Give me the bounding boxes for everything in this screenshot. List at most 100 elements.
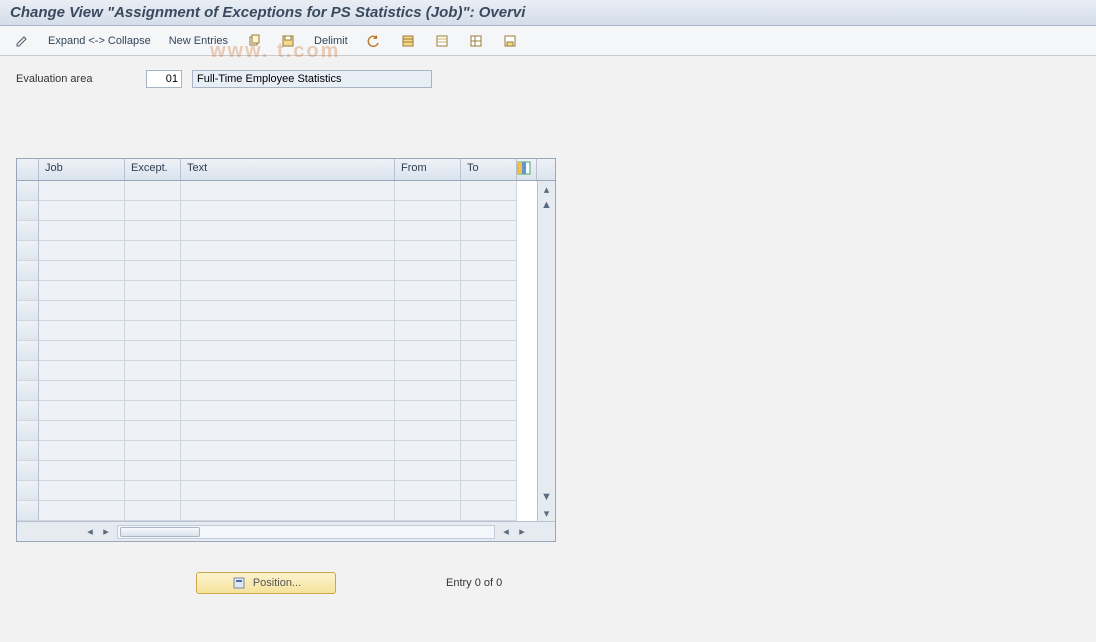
- row-selector[interactable]: [17, 381, 39, 401]
- cell-job[interactable]: [39, 261, 125, 281]
- scroll-down-step-icon[interactable]: ▼: [539, 489, 555, 505]
- cell-except[interactable]: [125, 301, 181, 321]
- cell-except[interactable]: [125, 261, 181, 281]
- table-row[interactable]: [17, 421, 537, 441]
- new-entries-button[interactable]: New Entries: [163, 33, 234, 49]
- row-selector[interactable]: [17, 301, 39, 321]
- row-selector[interactable]: [17, 261, 39, 281]
- cell-text[interactable]: [181, 361, 395, 381]
- cell-from[interactable]: [395, 381, 461, 401]
- table-row[interactable]: [17, 281, 537, 301]
- configure-columns-button[interactable]: [517, 159, 537, 180]
- cell-except[interactable]: [125, 221, 181, 241]
- row-selector[interactable]: [17, 241, 39, 261]
- cell-except[interactable]: [125, 441, 181, 461]
- cell-job[interactable]: [39, 401, 125, 421]
- expand-collapse-button[interactable]: Expand <-> Collapse: [42, 33, 157, 49]
- cell-from[interactable]: [395, 241, 461, 261]
- cell-except[interactable]: [125, 481, 181, 501]
- cell-from[interactable]: [395, 181, 461, 201]
- cell-to[interactable]: [461, 441, 517, 461]
- cell-to[interactable]: [461, 361, 517, 381]
- cell-except[interactable]: [125, 181, 181, 201]
- cell-to[interactable]: [461, 421, 517, 441]
- cell-except[interactable]: [125, 401, 181, 421]
- cell-job[interactable]: [39, 341, 125, 361]
- cell-text[interactable]: [181, 181, 395, 201]
- cell-from[interactable]: [395, 401, 461, 421]
- copy-button[interactable]: [240, 31, 268, 51]
- scroll-right-end-icon[interactable]: ▸: [515, 525, 529, 539]
- vertical-scrollbar[interactable]: ▴ ▲ ▼ ▾: [537, 181, 555, 521]
- cell-to[interactable]: [461, 281, 517, 301]
- cell-except[interactable]: [125, 381, 181, 401]
- cell-text[interactable]: [181, 421, 395, 441]
- row-selector[interactable]: [17, 201, 39, 221]
- cell-except[interactable]: [125, 501, 181, 521]
- position-button[interactable]: Position...: [196, 572, 336, 594]
- cell-text[interactable]: [181, 321, 395, 341]
- cell-text[interactable]: [181, 461, 395, 481]
- cell-to[interactable]: [461, 381, 517, 401]
- scroll-down-icon[interactable]: ▾: [539, 505, 555, 521]
- evaluation-area-code-input[interactable]: [146, 70, 182, 88]
- table-row[interactable]: [17, 401, 537, 421]
- horizontal-scrollbar[interactable]: ◂ ▸ ◂ ▸: [17, 521, 555, 541]
- table-row[interactable]: [17, 501, 537, 521]
- table-row[interactable]: [17, 181, 537, 201]
- cell-from[interactable]: [395, 461, 461, 481]
- cell-text[interactable]: [181, 201, 395, 221]
- table-row[interactable]: [17, 441, 537, 461]
- cell-job[interactable]: [39, 421, 125, 441]
- cell-job[interactable]: [39, 381, 125, 401]
- scroll-left-end-icon[interactable]: ◂: [83, 525, 97, 539]
- row-selector[interactable]: [17, 401, 39, 421]
- cell-to[interactable]: [461, 261, 517, 281]
- table-row[interactable]: [17, 461, 537, 481]
- row-selector[interactable]: [17, 321, 39, 341]
- cell-from[interactable]: [395, 341, 461, 361]
- table-row[interactable]: [17, 321, 537, 341]
- select-all-button[interactable]: [394, 31, 422, 51]
- table-row[interactable]: [17, 481, 537, 501]
- cell-job[interactable]: [39, 321, 125, 341]
- table-row[interactable]: [17, 241, 537, 261]
- cell-job[interactable]: [39, 221, 125, 241]
- cell-job[interactable]: [39, 501, 125, 521]
- cell-job[interactable]: [39, 301, 125, 321]
- cell-from[interactable]: [395, 301, 461, 321]
- table-row[interactable]: [17, 201, 537, 221]
- print-button[interactable]: [496, 31, 524, 51]
- cell-job[interactable]: [39, 241, 125, 261]
- cell-from[interactable]: [395, 221, 461, 241]
- row-selector[interactable]: [17, 461, 39, 481]
- row-selector[interactable]: [17, 221, 39, 241]
- cell-from[interactable]: [395, 201, 461, 221]
- cell-to[interactable]: [461, 181, 517, 201]
- cell-to[interactable]: [461, 241, 517, 261]
- cell-text[interactable]: [181, 261, 395, 281]
- scroll-up-icon[interactable]: ▴: [539, 181, 555, 197]
- cell-from[interactable]: [395, 281, 461, 301]
- cell-to[interactable]: [461, 221, 517, 241]
- col-header-job[interactable]: Job: [39, 159, 125, 180]
- cell-from[interactable]: [395, 321, 461, 341]
- cell-to[interactable]: [461, 461, 517, 481]
- table-row[interactable]: [17, 301, 537, 321]
- cell-job[interactable]: [39, 361, 125, 381]
- row-selector-header[interactable]: [17, 159, 39, 180]
- hscroll-track[interactable]: [117, 525, 495, 539]
- cell-except[interactable]: [125, 421, 181, 441]
- row-selector[interactable]: [17, 441, 39, 461]
- cell-except[interactable]: [125, 281, 181, 301]
- toggle-edit-button[interactable]: [8, 31, 36, 51]
- cell-text[interactable]: [181, 221, 395, 241]
- delimit-button[interactable]: Delimit: [308, 33, 354, 49]
- table-row[interactable]: [17, 261, 537, 281]
- cell-to[interactable]: [461, 501, 517, 521]
- cell-to[interactable]: [461, 341, 517, 361]
- row-selector[interactable]: [17, 341, 39, 361]
- row-selector[interactable]: [17, 481, 39, 501]
- cell-except[interactable]: [125, 461, 181, 481]
- col-header-to[interactable]: To: [461, 159, 517, 180]
